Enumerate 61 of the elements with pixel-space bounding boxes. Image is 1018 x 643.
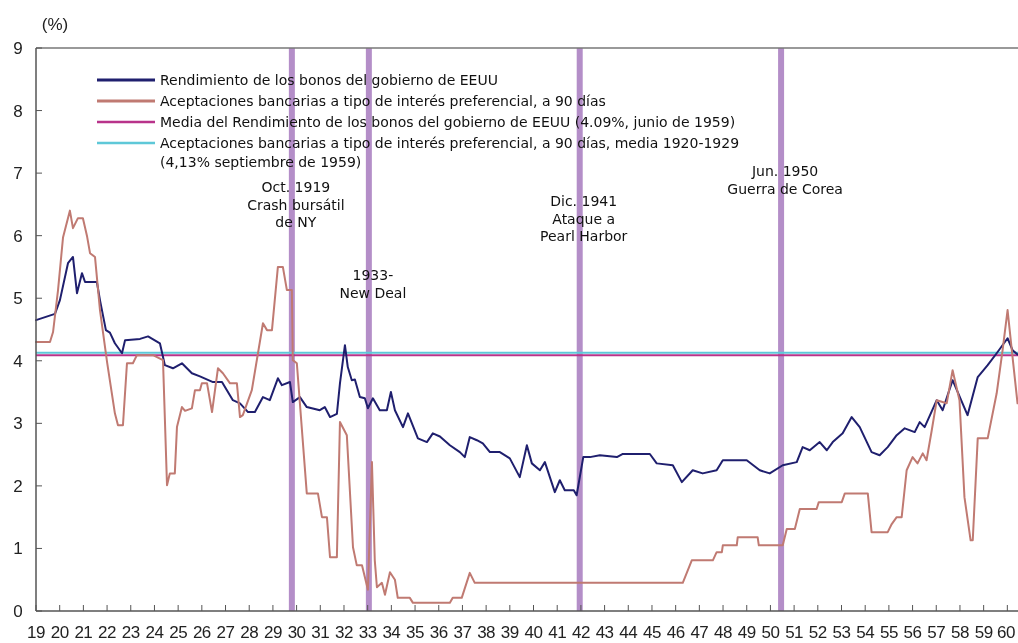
ref-line-label: 1933- New Deal: [339, 267, 407, 301]
x-tick-label: 52: [808, 623, 827, 642]
line-series: [35, 209, 1018, 604]
x-tick-label: 34: [382, 623, 401, 642]
y-tick-label: 5: [13, 289, 23, 309]
x-tick-label: 46: [666, 623, 685, 642]
x-tick-label: 32: [335, 623, 353, 642]
legend-label: Aceptaciones bancarias a tipo de interés preferencial, a 90 días: [160, 92, 606, 109]
x-tick-label: 30: [287, 623, 306, 642]
x-tick-label: 45: [643, 623, 661, 642]
x-tick-label: 35: [406, 623, 425, 642]
y-tick-label: 1: [13, 539, 23, 559]
x-tick-label: 48: [714, 623, 733, 642]
x-tick-label: 49: [737, 623, 756, 642]
y-tick-label: 9: [13, 38, 23, 58]
x-tick-label: 36: [429, 623, 448, 642]
x-tick-label: 38: [477, 623, 496, 642]
y-tick-label: 0: [13, 601, 23, 621]
x-tick-label: 21: [74, 623, 93, 642]
x-tick-label: 43: [595, 623, 614, 642]
x-tick-label: 31: [311, 623, 330, 642]
x-tick-label: 25: [169, 623, 188, 642]
x-tick-label: 20: [50, 623, 69, 642]
x-tick-label: 41: [548, 623, 567, 642]
x-tick-label: 33: [358, 623, 377, 642]
x-tick-label: 44: [619, 623, 638, 642]
legend-label: Media del Rendimiento de los bonos del gobierno de EEUU (4.09%, junio de 1959): [160, 113, 736, 130]
x-tick-label: 51: [785, 623, 804, 642]
ref-line-label: Dic. 1941 Ataque a Pearl Harbor: [540, 193, 628, 244]
x-tick-label: 54: [856, 623, 875, 642]
x-tick-label: 39: [500, 623, 519, 642]
legend-label: Rendimiento de los bonos del gobierno de EEUU: [160, 71, 498, 88]
y-tick-label: 2: [13, 476, 23, 496]
x-tick-label: 27: [216, 623, 235, 642]
x-tick-label: 26: [192, 623, 211, 642]
x-tick-label: 58: [951, 623, 969, 642]
x-tick-label: 56: [903, 623, 922, 642]
x-tick-label: 37: [453, 623, 472, 642]
line-series: [35, 255, 1018, 497]
x-tick-label: 23: [121, 623, 140, 642]
ref-line-label: Oct. 1919 Crash bursátil de NY: [247, 179, 345, 230]
y-axis-title: (%): [41, 15, 69, 34]
y-tick-label: 8: [13, 101, 23, 121]
x-tick-label: 60: [997, 623, 1015, 642]
x-tick-label: 53: [832, 623, 851, 642]
x-tick-label: 59: [974, 623, 993, 642]
x-tick-label: 40: [524, 623, 543, 642]
x-tick-label: 24: [145, 623, 164, 642]
x-tick-label: 28: [240, 623, 259, 642]
x-tick-label: 55: [879, 623, 898, 642]
y-tick-label: 7: [13, 164, 23, 184]
x-tick-label: 22: [98, 623, 117, 642]
x-tick-label: 19: [27, 623, 45, 642]
x-tick-label: 50: [761, 623, 780, 642]
x-tick-label: 42: [571, 623, 590, 642]
x-tick-label: 57: [927, 623, 946, 642]
y-tick-label: 3: [13, 414, 23, 434]
x-tick-label: 29: [263, 623, 282, 642]
x-tick-label: 47: [690, 623, 709, 642]
y-tick-label: 4: [13, 351, 23, 371]
y-tick-label: 6: [13, 226, 23, 246]
